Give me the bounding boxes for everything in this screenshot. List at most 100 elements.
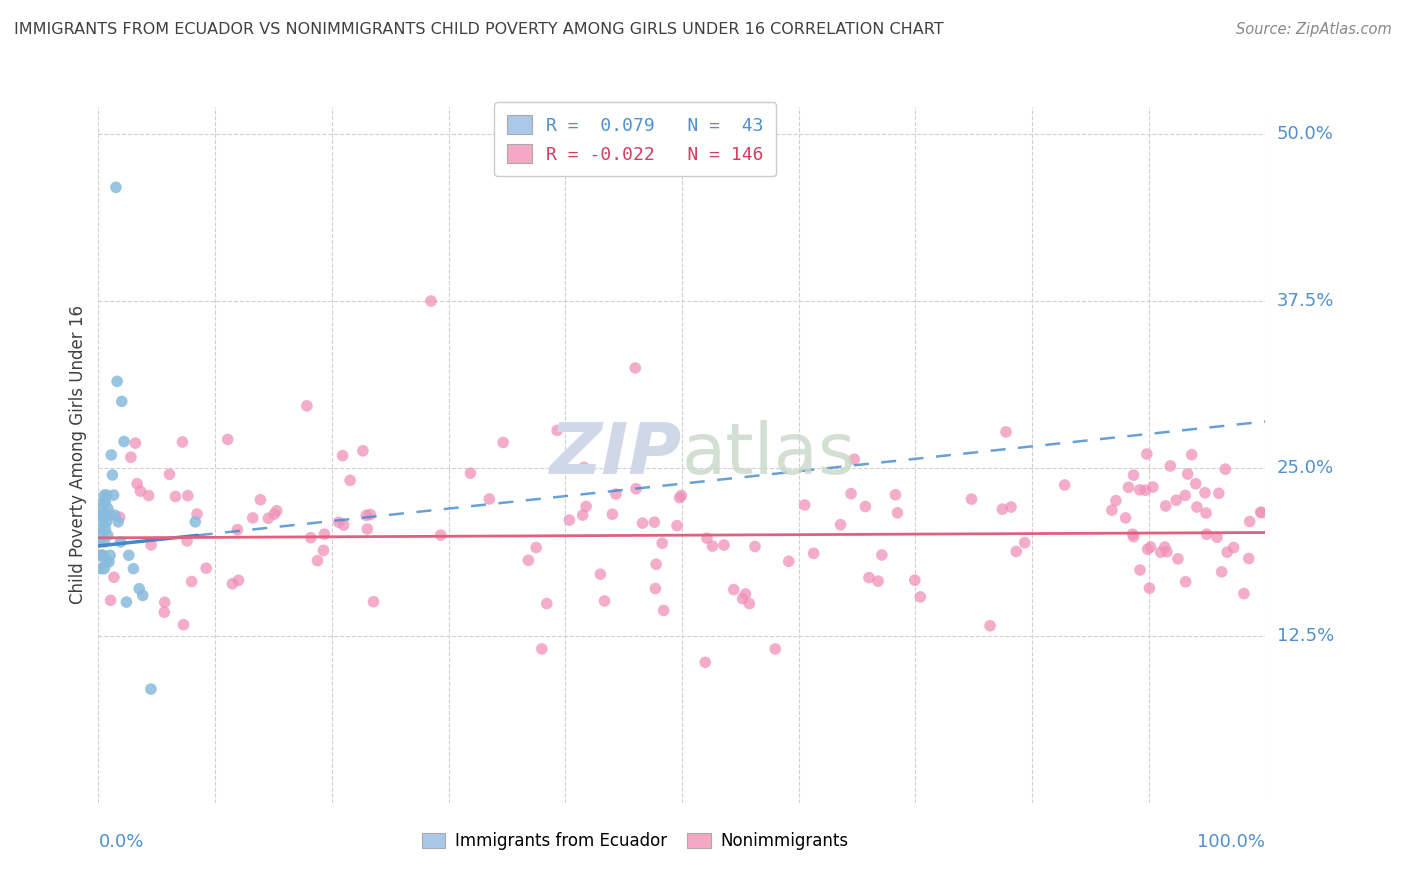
Point	[1166, 493, 1188, 508]
Point	[644, 582, 666, 596]
Point	[738, 597, 761, 611]
Point	[1185, 500, 1208, 514]
Point	[1136, 447, 1159, 461]
Point	[97, 528, 120, 542]
Point	[1014, 535, 1036, 549]
Point	[517, 553, 540, 567]
Point	[605, 487, 627, 501]
Point	[226, 523, 249, 537]
Point	[1154, 499, 1177, 513]
Text: 100.0%: 100.0%	[1198, 833, 1265, 851]
Point	[90, 508, 112, 523]
Point	[793, 498, 815, 512]
Text: 37.5%: 37.5%	[1277, 292, 1334, 310]
Point	[98, 548, 121, 563]
Point	[652, 603, 675, 617]
Point	[1237, 551, 1260, 566]
Point	[1105, 493, 1128, 508]
Point	[314, 527, 336, 541]
Point	[104, 508, 127, 523]
Point	[1135, 483, 1157, 498]
Point	[93, 508, 115, 523]
Point	[1122, 468, 1144, 483]
Point	[312, 543, 335, 558]
Point	[631, 516, 654, 530]
Point	[184, 515, 207, 529]
Point	[1216, 545, 1239, 559]
Point	[643, 515, 665, 529]
Point	[713, 538, 735, 552]
Point	[524, 541, 547, 555]
Point	[356, 508, 378, 523]
Point	[90, 501, 112, 516]
Point	[910, 590, 932, 604]
Point	[1150, 545, 1173, 559]
Point	[695, 655, 717, 669]
Point	[536, 597, 558, 611]
Point	[124, 436, 146, 450]
Point	[295, 399, 318, 413]
Point	[1194, 485, 1216, 500]
Point	[90, 508, 112, 523]
Point	[460, 466, 482, 480]
Point	[195, 561, 218, 575]
Point	[558, 513, 581, 527]
Point	[108, 510, 131, 524]
Point	[128, 582, 150, 596]
Point	[666, 518, 689, 533]
Point	[221, 576, 243, 591]
Point	[228, 574, 250, 588]
Point	[120, 450, 142, 465]
Point	[731, 591, 754, 606]
Point	[870, 548, 893, 562]
Point	[904, 573, 927, 587]
Point	[97, 555, 120, 569]
Point	[332, 449, 354, 463]
Point	[139, 538, 162, 552]
Point	[734, 587, 756, 601]
Point	[90, 521, 112, 535]
Point	[1000, 500, 1022, 514]
Point	[1222, 541, 1244, 555]
Point	[307, 554, 329, 568]
Point	[830, 517, 852, 532]
Point	[172, 434, 194, 449]
Point	[546, 423, 568, 437]
Point	[1174, 574, 1197, 589]
Point	[884, 488, 907, 502]
Point	[356, 522, 378, 536]
Point	[132, 589, 155, 603]
Point	[868, 574, 890, 589]
Point	[420, 294, 443, 309]
Point	[844, 452, 866, 467]
Legend: Immigrants from Ecuador, Nonimmigrants: Immigrants from Ecuador, Nonimmigrants	[415, 826, 855, 857]
Text: 25.0%: 25.0%	[1277, 459, 1334, 477]
Point	[1250, 505, 1272, 519]
Point	[960, 492, 983, 507]
Point	[96, 515, 118, 529]
Point	[159, 467, 181, 482]
Point	[101, 467, 124, 482]
Point	[1208, 486, 1230, 500]
Point	[575, 500, 598, 514]
Point	[89, 534, 111, 549]
Point	[217, 433, 239, 447]
Point	[94, 494, 117, 508]
Point	[93, 534, 115, 549]
Point	[696, 531, 718, 545]
Point	[138, 489, 160, 503]
Point	[1101, 503, 1123, 517]
Point	[91, 548, 114, 563]
Point	[1153, 540, 1175, 554]
Point	[1233, 586, 1256, 600]
Point	[153, 605, 176, 619]
Point	[91, 494, 114, 508]
Point	[1174, 488, 1197, 502]
Point	[110, 534, 132, 549]
Point	[1053, 478, 1076, 492]
Point	[100, 593, 122, 607]
Point	[1139, 581, 1161, 595]
Point	[1215, 462, 1237, 476]
Point	[723, 582, 745, 597]
Point	[571, 508, 593, 522]
